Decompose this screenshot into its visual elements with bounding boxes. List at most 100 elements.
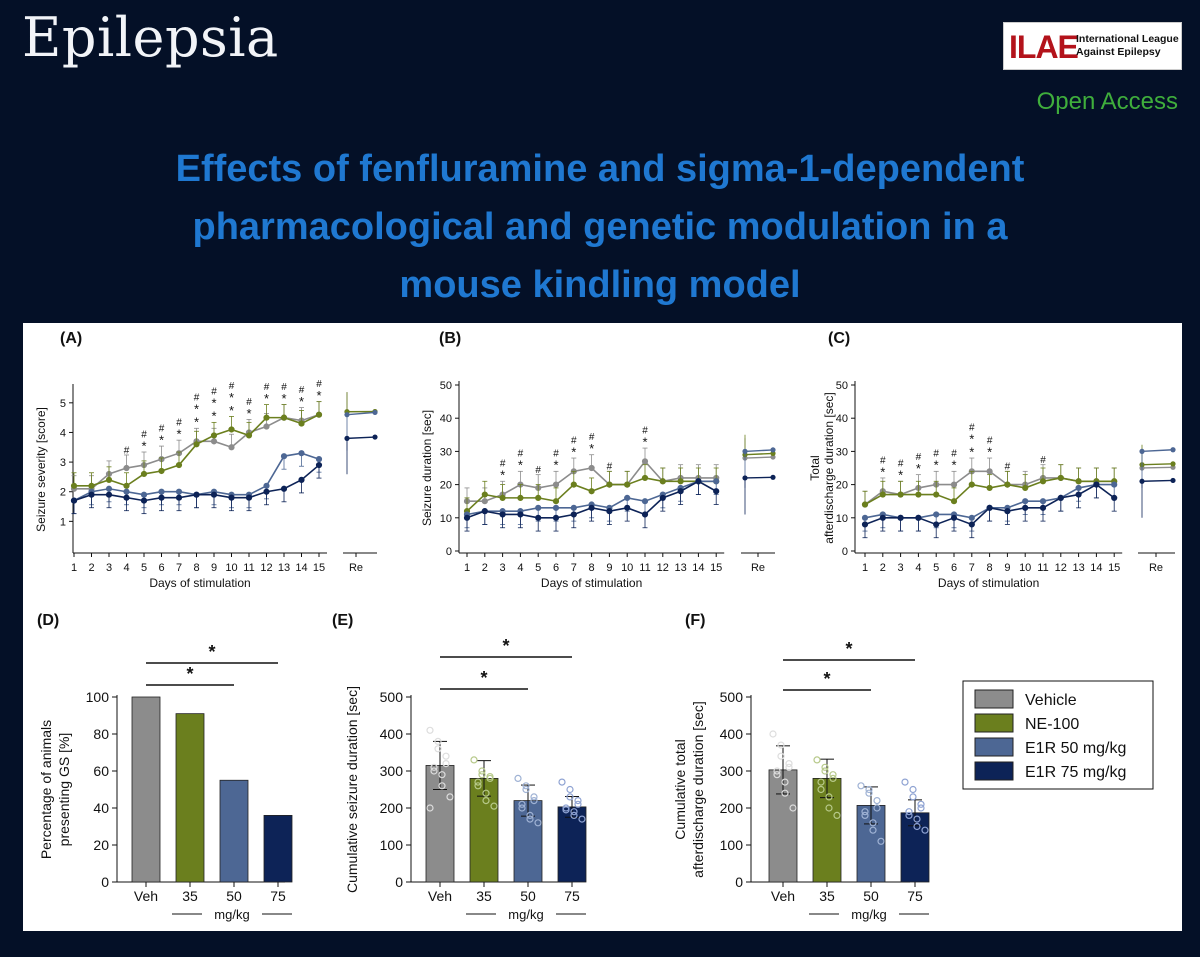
data-point: [777, 752, 785, 760]
y-tick-label: 2: [60, 487, 66, 499]
x-tick-label: 12: [1055, 562, 1067, 574]
hash-marker: #: [124, 445, 130, 456]
data-point: [869, 819, 877, 827]
data-point: [463, 514, 471, 521]
hash-marker: #: [1005, 462, 1011, 473]
data-point: [933, 491, 940, 498]
y-tick-label: 200: [380, 800, 404, 816]
data-point: [481, 491, 488, 498]
data-point: [499, 511, 506, 518]
y-tick-label: 0: [446, 546, 452, 558]
data-point: [518, 804, 526, 812]
data-point: [915, 514, 922, 521]
hash-marker: #: [642, 425, 648, 436]
data-point: [481, 498, 488, 505]
data-point: [526, 815, 534, 823]
hash-marker: #: [1040, 455, 1046, 466]
significance-star: *: [159, 432, 164, 447]
data-point: [478, 767, 486, 775]
data-point: [606, 508, 613, 515]
data-point: [865, 785, 873, 794]
data-point: [88, 482, 95, 489]
data-point: [263, 482, 270, 489]
hash-marker: #: [553, 449, 559, 460]
data-point: [562, 806, 570, 814]
x-tick-label: 14: [1090, 562, 1102, 574]
data-point-re: [770, 474, 776, 480]
data-point: [1057, 494, 1064, 501]
figure-panel: (A) 1 2 3 4 5 1 2 3 4 5 6 7 8 9 10 11 12 13 14 15 Days of sti…: [23, 323, 1182, 931]
data-point: [486, 774, 494, 782]
y-axis-label: Seizure severity [score]: [34, 407, 48, 532]
x-tick-label: 6: [158, 562, 164, 574]
y-tick-label: 10: [440, 513, 452, 525]
data-point: [986, 484, 993, 492]
data-point: [482, 797, 490, 805]
significance-star: *: [880, 464, 885, 479]
y-tick-label: 1: [60, 516, 66, 528]
y-tick-label: 5: [60, 398, 66, 410]
legend-swatch: [974, 713, 1014, 733]
data-point: [861, 808, 869, 816]
x-tick-label: 50: [520, 888, 536, 904]
x-tick-label: 6: [951, 562, 957, 574]
data-point: [280, 453, 288, 460]
significance-star: *: [898, 468, 903, 483]
x-tick-label: 7: [176, 562, 182, 574]
data-point: [105, 485, 113, 492]
data-point: [933, 511, 940, 518]
hash-marker: #: [246, 397, 252, 408]
data-point: [909, 785, 917, 794]
y-axis-label: Cumulative total: [672, 739, 688, 839]
y-tick-label: 50: [836, 380, 848, 392]
x-tick-label: 8: [589, 562, 595, 574]
data-point-re: [372, 409, 378, 416]
data-point: [552, 498, 560, 505]
data-point: [558, 778, 566, 786]
data-point: [566, 785, 574, 794]
x-tick-label: 9: [211, 562, 217, 574]
legend-label: Vehicle: [1025, 692, 1077, 709]
significance-star: *: [211, 396, 216, 411]
data-point: [570, 808, 578, 816]
x-tick-label-re: Re: [1149, 562, 1163, 574]
data-point: [578, 815, 586, 823]
data-point: [123, 482, 130, 489]
data-point: [570, 511, 577, 518]
y-tick-label: 100: [720, 837, 744, 853]
data-point: [1004, 508, 1011, 515]
x-tick-label: 15: [1108, 562, 1120, 574]
data-point: [877, 837, 885, 845]
data-point: [570, 481, 577, 488]
x-tick-label: 6: [553, 562, 559, 574]
data-point: [913, 822, 921, 831]
data-point: [825, 793, 833, 801]
x-tick-label: 50: [863, 888, 879, 904]
x-tick-label: 1: [464, 562, 470, 574]
data-point: [140, 491, 148, 498]
significance-star: *: [194, 415, 199, 430]
data-point: [825, 804, 833, 812]
data-point: [426, 726, 434, 734]
data-point: [263, 423, 270, 430]
data-point: [88, 491, 95, 498]
data-point: [624, 494, 631, 501]
x-tick-label: 11: [1037, 562, 1048, 574]
data-point: [193, 491, 200, 498]
data-point: [298, 450, 305, 457]
data-point: [574, 800, 582, 808]
significance-star: *: [316, 388, 321, 403]
data-point: [641, 511, 649, 518]
x-tick-label: Veh: [428, 888, 452, 904]
data-point: [228, 494, 235, 501]
x-tick-label: 8: [193, 562, 199, 574]
data-point: [769, 730, 777, 738]
data-point: [861, 514, 869, 521]
data-point: [315, 456, 323, 463]
data-point: [897, 514, 904, 521]
x-axis-label: Days of stimulation: [541, 576, 642, 590]
significance-star: *: [951, 458, 956, 473]
data-point: [915, 491, 922, 498]
significance-star: *: [141, 438, 146, 453]
